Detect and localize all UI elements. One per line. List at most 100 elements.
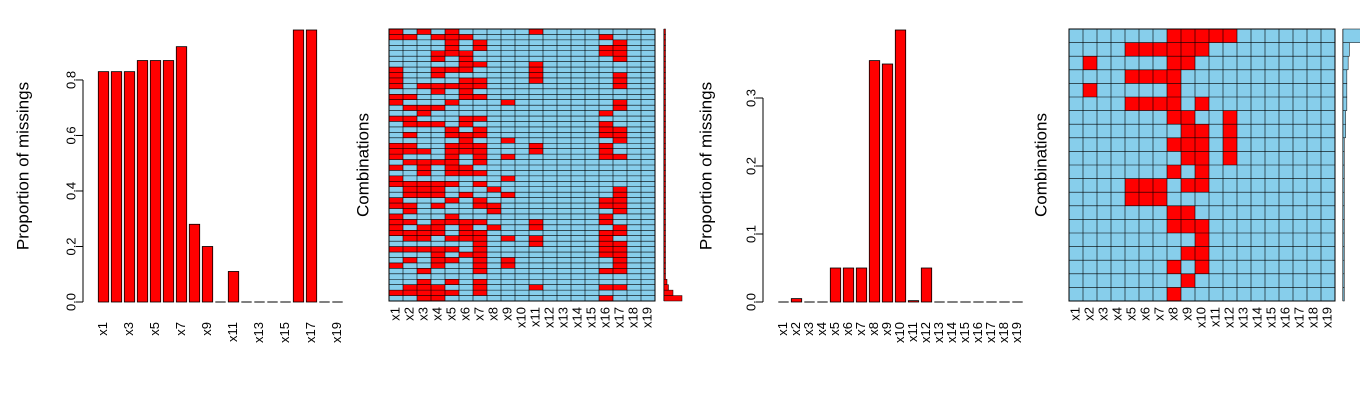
cell-missing <box>403 192 417 198</box>
cell-missing <box>1195 124 1209 138</box>
side-frequency-bar <box>663 175 666 182</box>
cell-missing <box>417 83 431 89</box>
x-tick-label: x10 <box>1193 307 1208 328</box>
cell-missing <box>459 252 473 258</box>
cell-missing <box>1223 110 1237 125</box>
bar-x6 <box>842 267 855 303</box>
side-frequency-bar <box>663 181 666 188</box>
bar-x8 <box>188 223 201 303</box>
x-tick-label: x3 <box>801 322 816 336</box>
cell-missing <box>417 121 431 127</box>
cell-missing <box>1167 260 1181 274</box>
x-tick-label: x2 <box>788 322 803 336</box>
cell-missing <box>473 203 487 209</box>
bar-x9 <box>201 246 214 303</box>
cell-missing <box>487 224 501 231</box>
cell-missing <box>613 262 627 269</box>
cell-missing <box>613 83 627 89</box>
cell-missing <box>473 94 487 100</box>
cell-missing <box>473 219 487 225</box>
x-tick-label: x11 <box>225 322 240 342</box>
x-tick-label: x19 <box>329 322 344 343</box>
cell-missing <box>389 72 403 78</box>
cell-missing <box>445 235 459 242</box>
cell-missing <box>417 279 431 285</box>
cell-missing <box>459 83 473 89</box>
cell-missing <box>417 110 431 117</box>
bar-x3 <box>123 71 136 303</box>
side-frequency-bar <box>663 295 683 302</box>
side-frequency-bar <box>663 191 666 198</box>
cell-missing <box>1167 110 1181 125</box>
side-frequency-bar <box>663 268 666 275</box>
cell-missing <box>459 77 473 84</box>
cell-missing <box>599 45 613 51</box>
cell-missing <box>445 213 459 220</box>
cell-missing <box>473 197 487 204</box>
bar-x11 <box>907 300 920 303</box>
x-tick-label: x11 <box>1207 307 1222 327</box>
bar-x17 <box>305 29 318 303</box>
side-frequency-bar <box>1342 69 1348 84</box>
cell-missing <box>1167 42 1181 57</box>
cell-missing <box>473 83 487 89</box>
side-frequency-bar <box>663 278 668 285</box>
cell-missing <box>1223 137 1237 152</box>
side-frequency-bar <box>663 104 666 111</box>
cell-missing <box>389 230 403 236</box>
side-frequency-bar <box>663 159 666 166</box>
cell-missing <box>473 252 487 258</box>
x-tick-label: x1 <box>95 322 110 336</box>
cell-missing <box>613 197 627 204</box>
x-tick-label: x2 <box>1081 307 1096 321</box>
side-frequency-bar <box>663 55 666 62</box>
cell-missing <box>417 246 431 253</box>
cell-missing <box>613 186 627 193</box>
cell-missing <box>389 246 403 253</box>
cell-missing <box>473 61 487 68</box>
side-frequency-bar <box>663 257 666 264</box>
cell-missing <box>403 208 417 214</box>
x-tick-label: x15 <box>1263 307 1278 328</box>
x-tick-label: x15 <box>277 322 292 343</box>
bar-x12 <box>920 267 933 303</box>
cell-missing <box>445 126 459 133</box>
cell-missing <box>445 246 459 253</box>
side-frequency-bar <box>663 224 666 231</box>
cell-missing <box>389 67 403 73</box>
x-tick-label: x6 <box>457 307 472 321</box>
cell-missing <box>599 132 613 138</box>
cell-missing <box>501 192 515 198</box>
cell-missing <box>417 295 431 301</box>
cell-missing <box>431 290 445 296</box>
heatmap-frame <box>1068 28 1336 302</box>
side-frequency-bar <box>1342 110 1346 125</box>
bar-x7 <box>175 46 188 303</box>
cell-missing <box>613 137 627 144</box>
cell-missing <box>613 99 627 106</box>
cell-missing <box>431 262 445 269</box>
cell-missing <box>431 88 445 95</box>
cell-missing <box>501 175 515 182</box>
side-frequency-bar <box>663 273 666 280</box>
cell-missing <box>501 99 515 106</box>
cell-missing <box>599 284 613 291</box>
cell-missing <box>501 257 515 263</box>
cell-missing <box>529 235 543 242</box>
side-frequency-bar <box>663 208 666 215</box>
side-frequency-bar <box>1342 55 1349 71</box>
side-frequency-bar <box>1342 232 1345 247</box>
cell-missing <box>445 159 459 165</box>
x-tick-label: x4 <box>429 307 444 321</box>
cell-missing <box>529 67 543 73</box>
cell-missing <box>599 197 613 204</box>
cell-missing <box>473 241 487 247</box>
cell-missing <box>445 132 459 138</box>
cell-missing <box>473 257 487 263</box>
x-tick-label: x11 <box>527 307 542 327</box>
heatmap-frame <box>388 28 656 302</box>
side-frequency-bar <box>663 148 666 155</box>
x-tick-label: x17 <box>303 322 318 343</box>
cell-missing <box>403 132 417 138</box>
cell-missing <box>473 181 487 187</box>
